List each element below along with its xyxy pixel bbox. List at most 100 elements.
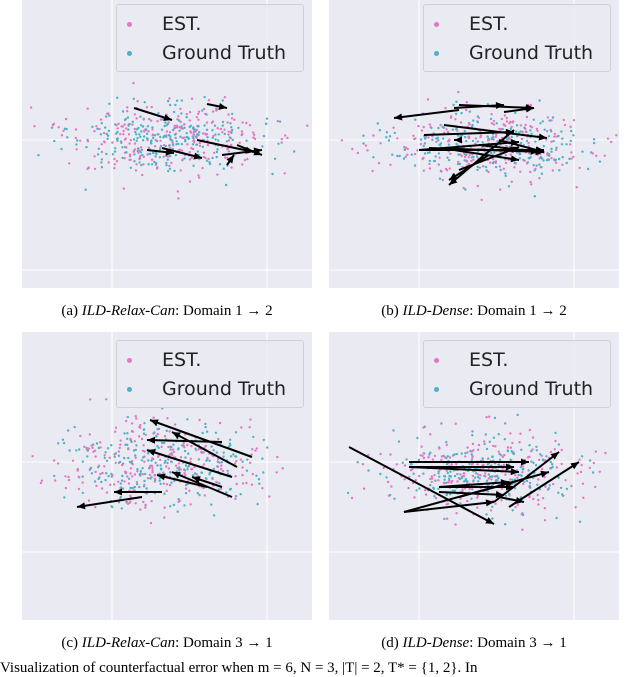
est-point: [168, 484, 172, 487]
est-point: [134, 456, 137, 459]
gt-point: [183, 504, 186, 507]
gt-point: [229, 122, 232, 125]
est-point: [377, 161, 381, 165]
est-point: [195, 128, 198, 132]
gt-point: [170, 446, 173, 449]
error-arrow: [443, 124, 548, 139]
gt-point: [114, 123, 117, 126]
est-point: [138, 157, 141, 161]
gt-point: [550, 150, 553, 153]
est-point: [443, 456, 447, 459]
est-point: [139, 426, 142, 429]
error-arrowhead: [193, 152, 202, 160]
gt-point: [592, 141, 596, 145]
gt-point: [216, 148, 219, 151]
gt-point: [192, 137, 195, 140]
gt-point: [105, 152, 108, 156]
est-point: [193, 130, 196, 133]
gt-point: [405, 458, 408, 461]
gt-point: [100, 480, 103, 484]
error-arrowhead: [495, 101, 504, 109]
gt-point: [130, 461, 133, 465]
gt-point: [456, 162, 460, 166]
gt-point: [498, 458, 502, 461]
gt-point: [473, 476, 477, 479]
est-point: [147, 130, 150, 133]
error-arrowhead: [540, 470, 549, 478]
est-point: [461, 488, 464, 491]
scatter-plot-a: [22, 0, 312, 288]
gt-point: [452, 103, 455, 107]
error-arrowhead: [485, 499, 494, 507]
est-point: [543, 507, 546, 510]
est-point: [516, 503, 520, 506]
gt-point: [558, 169, 561, 172]
est-point: [438, 156, 441, 159]
est-point: [156, 120, 159, 123]
est-point: [519, 170, 522, 173]
est-point: [382, 466, 385, 470]
gt-point: [179, 135, 182, 138]
est-point: [509, 153, 512, 156]
gt-point: [454, 112, 458, 116]
est-point: [505, 116, 508, 120]
gt-point: [88, 468, 92, 471]
gt-point: [520, 448, 523, 451]
est-point: [490, 122, 494, 125]
error-arrow: [493, 451, 560, 503]
gt-point: [485, 479, 489, 482]
est-point: [422, 426, 425, 429]
est-point: [576, 472, 579, 475]
est-point: [468, 123, 471, 126]
gt-point: [525, 139, 529, 143]
gt-point: [518, 152, 521, 156]
gt-point: [113, 455, 117, 458]
gt-point: [273, 157, 277, 160]
gt-point: [530, 132, 533, 135]
gt-point: [183, 449, 187, 453]
gt-point: [191, 474, 195, 477]
gt-point: [527, 469, 530, 472]
est-point: [521, 471, 524, 474]
est-point: [185, 113, 188, 116]
gt-point: [168, 144, 171, 147]
gt-point: [121, 156, 124, 160]
gt-point: [449, 470, 452, 473]
est-point: [255, 447, 258, 450]
est-point: [218, 461, 221, 464]
gt-point: [437, 126, 440, 130]
est-point: [540, 454, 543, 457]
est-point: [113, 157, 116, 161]
est-point: [166, 155, 170, 158]
gt-point: [220, 461, 223, 464]
gt-point: [507, 138, 510, 141]
gt-point: [482, 165, 485, 168]
legend-gt-b: Ground Truth: [434, 39, 593, 67]
est-point: [212, 134, 215, 138]
gt-point: [120, 479, 124, 482]
est-point: [216, 127, 219, 130]
est-point: [476, 184, 479, 188]
gt-point: [169, 505, 172, 508]
gt-point: [187, 452, 190, 455]
gt-point: [104, 451, 107, 454]
est-point: [506, 446, 510, 449]
gt-point: [445, 493, 448, 497]
est-point: [490, 478, 493, 481]
error-arrow: [348, 446, 495, 525]
gt-point: [580, 455, 584, 458]
gt-point: [126, 415, 129, 419]
gt-point: [159, 135, 162, 139]
est-point: [156, 432, 159, 436]
est-point: [221, 131, 224, 134]
gt-point: [522, 158, 525, 162]
est-point: [467, 135, 471, 138]
gt-point: [141, 467, 144, 470]
est-point: [137, 151, 140, 154]
gt-point: [539, 156, 543, 159]
est-point: [221, 469, 225, 473]
est-point: [171, 141, 174, 144]
est-point: [241, 466, 244, 469]
est-point: [64, 475, 67, 478]
legend-est-label: EST.: [162, 13, 202, 35]
